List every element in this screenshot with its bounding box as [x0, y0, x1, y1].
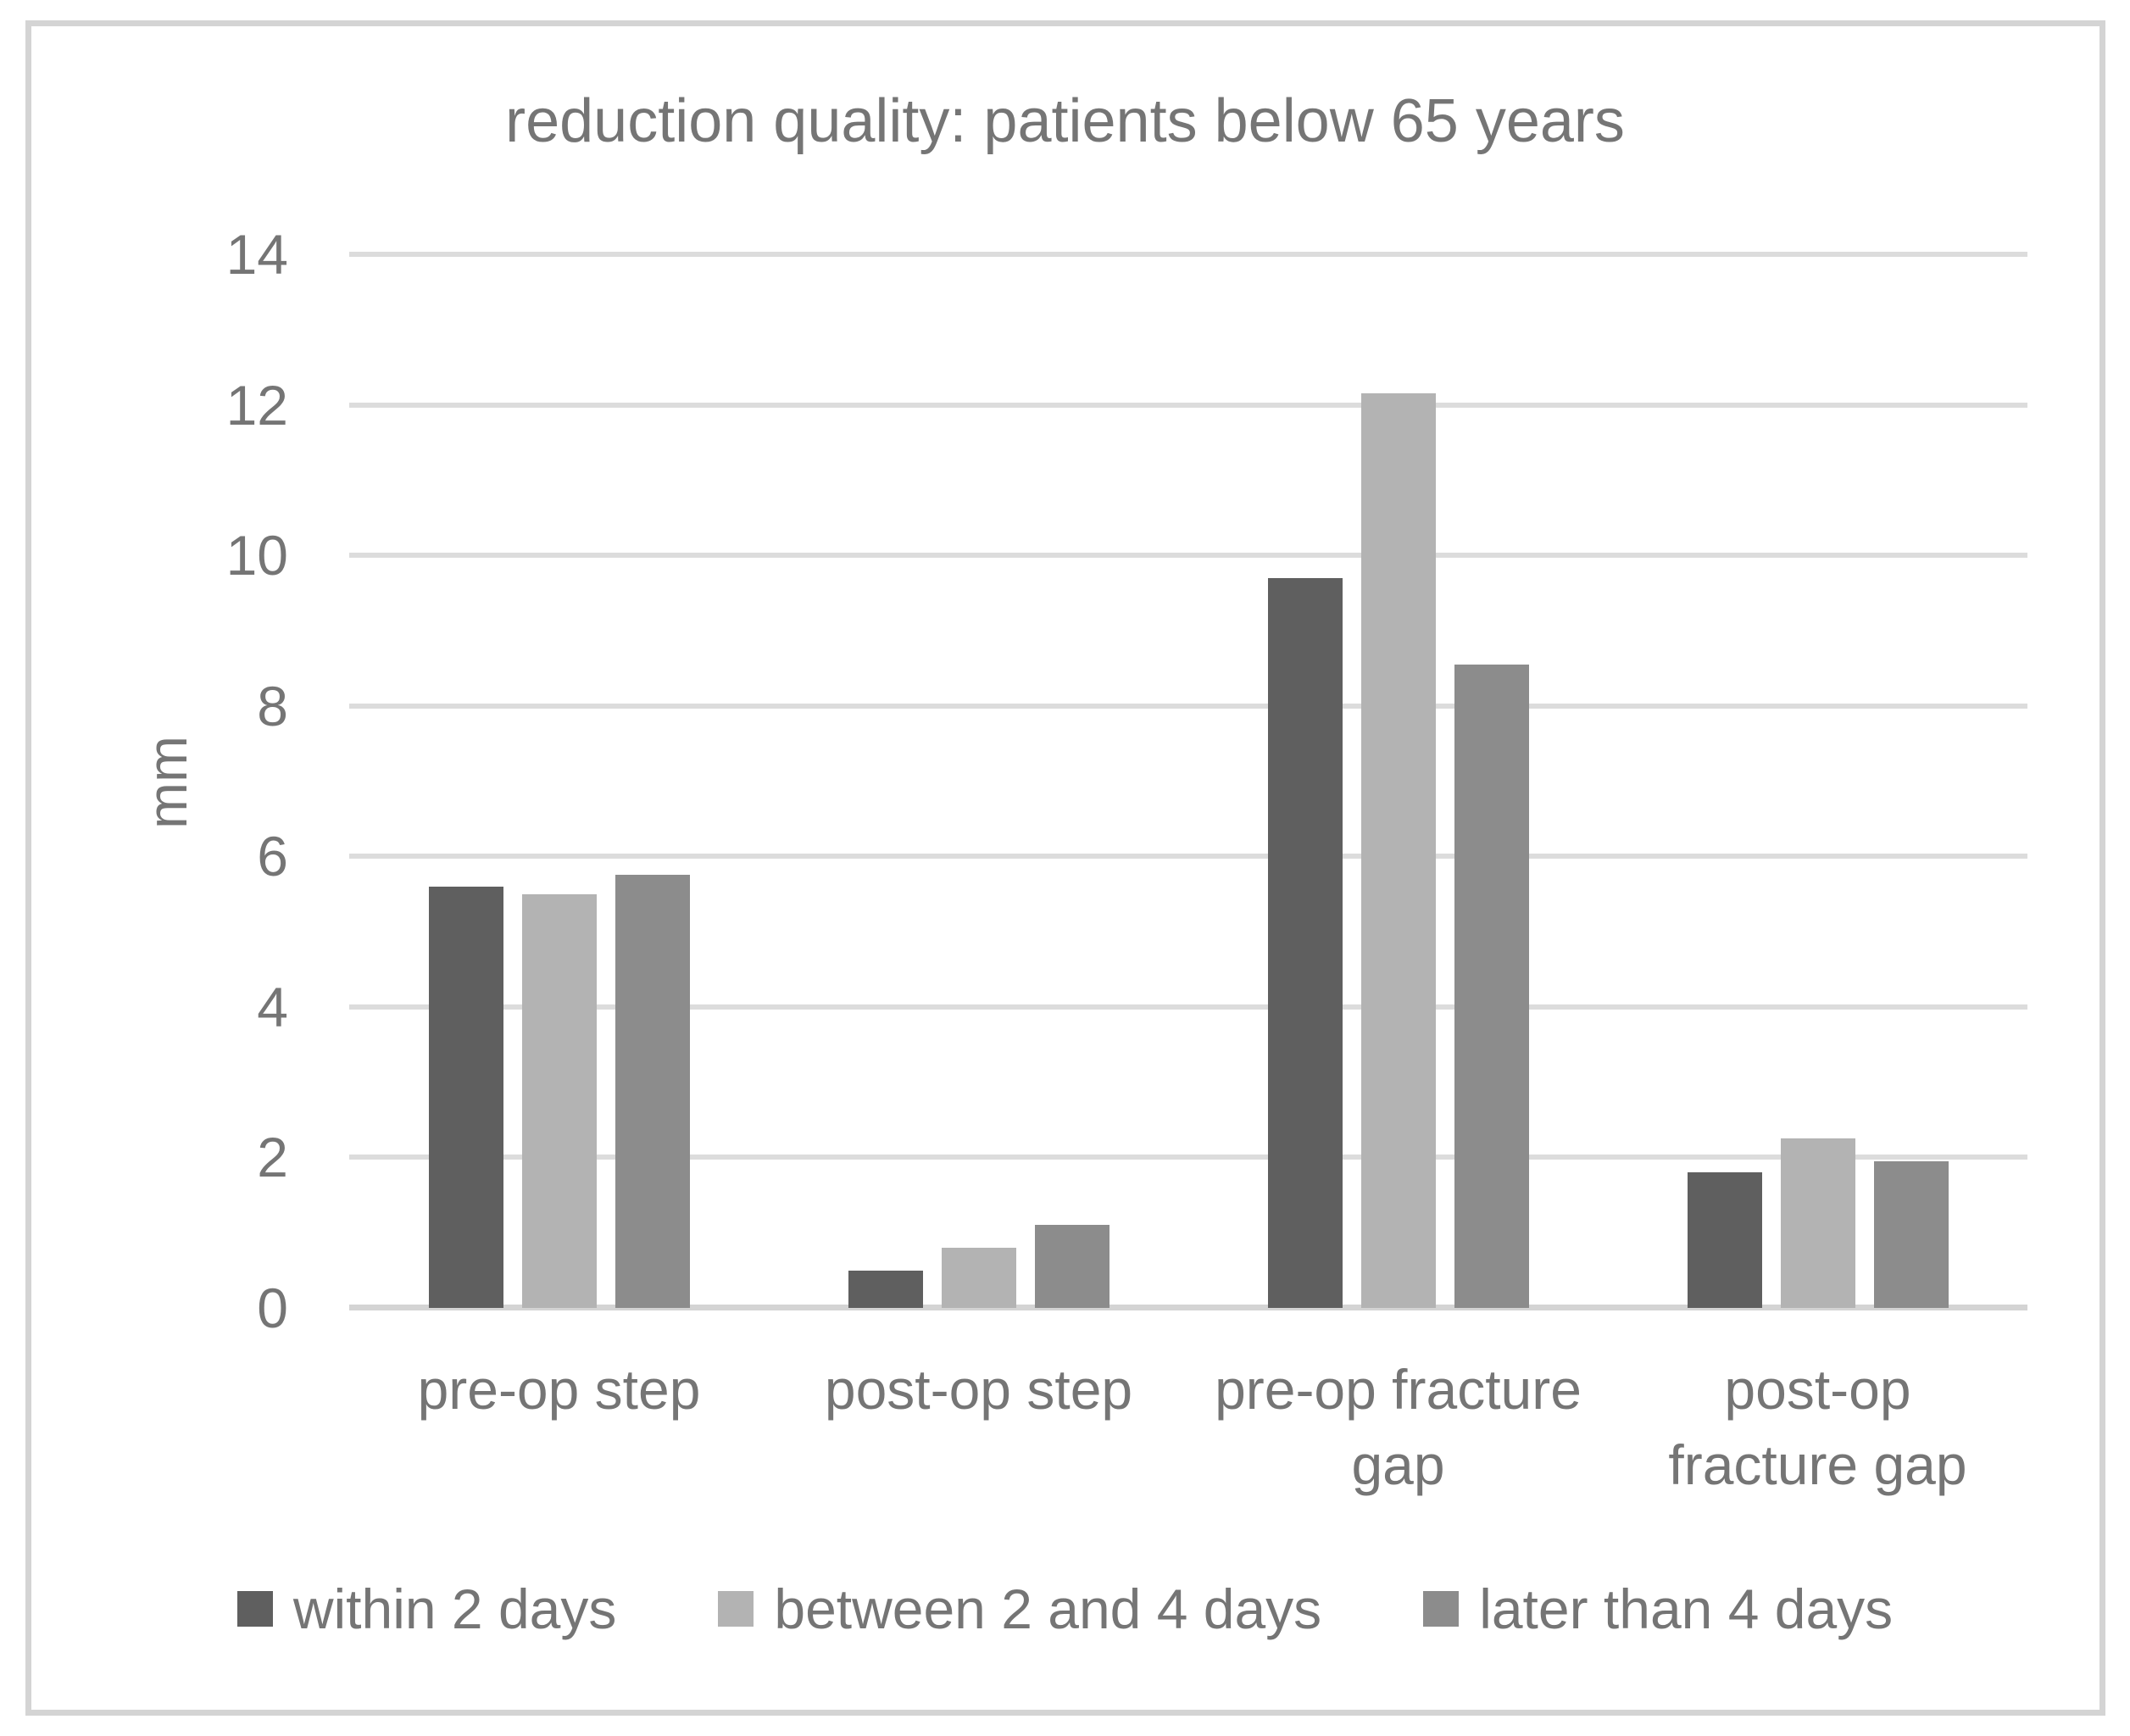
legend-item-within-2-days: within 2 days [236, 1577, 617, 1640]
legend-item-between-2-and-4-days: between 2 and 4 days [718, 1579, 1321, 1639]
legend: within 2 days between 2 and 4 days later t… [0, 1579, 2130, 1639]
chart-title: reduction quality: patients below 65 yea… [505, 87, 1625, 155]
bar-between-2-and-4-days-pre-op-fracture-gap [1360, 393, 1436, 1308]
y-tick-label-10: 10 [225, 524, 288, 587]
bar-within-2-days-post-op-step [848, 1270, 923, 1308]
legend-swatch-icon [718, 1591, 754, 1627]
y-tick-label-2: 2 [257, 1126, 288, 1189]
bar-between-2-and-4-days-post-op-step [941, 1247, 1016, 1308]
y-tick-label-14: 14 [225, 223, 288, 286]
y-axis-tick-labels: 0 2 4 6 8 10 12 14 [0, 225, 288, 1338]
bar-group-pre-op-step [349, 254, 769, 1308]
gridline-4 [349, 1004, 2027, 1010]
bar-later-than-4-days-post-op-fracture-gap [1873, 1160, 1949, 1308]
gridline-14 [349, 252, 2027, 257]
gridline-8 [349, 703, 2027, 709]
chart-border-frame [25, 20, 2105, 1716]
legend-swatch-icon [236, 1591, 273, 1627]
x-label-cell-pre-op-step: pre-op step [349, 1352, 769, 1503]
y-tick-label-6: 6 [257, 825, 288, 888]
bar-later-than-4-days-post-op-step [1034, 1225, 1109, 1308]
x-axis-line [349, 1305, 2027, 1310]
x-category-label: pre-op fracture gap [1215, 1358, 1582, 1496]
bar-between-2-and-4-days-post-op-fracture-gap [1780, 1138, 1855, 1308]
legend-swatch-icon [1423, 1591, 1460, 1627]
bar-group-post-op-step [769, 254, 1188, 1308]
bar-within-2-days-pre-op-step [428, 886, 503, 1308]
y-tick-label-0: 0 [257, 1277, 288, 1339]
y-tick-label-8: 8 [257, 674, 288, 737]
bar-later-than-4-days-pre-op-fracture-gap [1454, 664, 1529, 1308]
bar-group-post-op-fracture-gap [1608, 254, 2027, 1308]
legend-item-later-than-4-days: later than 4 days [1423, 1579, 1893, 1639]
x-category-label: post-op step [824, 1358, 1133, 1421]
legend-label: later than 4 days [1479, 1577, 1894, 1640]
x-category-label: pre-op step [417, 1358, 701, 1421]
legend-label: within 2 days [292, 1577, 617, 1640]
plot-area [349, 252, 2027, 1310]
gridline-12 [349, 402, 2027, 408]
legend-label: between 2 and 4 days [774, 1577, 1322, 1640]
x-label-cell-post-op-fracture-gap: post-op fracture gap [1608, 1352, 2027, 1503]
x-category-label: post-op fracture gap [1668, 1358, 1967, 1496]
y-tick-label-12: 12 [225, 373, 288, 437]
x-label-cell-pre-op-fracture-gap: pre-op fracture gap [1188, 1352, 1608, 1503]
gridline-10 [349, 553, 2027, 559]
x-axis-category-labels: pre-op step post-op step pre-op fracture g… [349, 1352, 2027, 1503]
x-label-cell-post-op-step: post-op step [769, 1352, 1188, 1503]
bar-within-2-days-pre-op-fracture-gap [1267, 577, 1343, 1308]
bar-within-2-days-post-op-fracture-gap [1687, 1172, 1762, 1308]
bar-between-2-and-4-days-pre-op-step [521, 893, 597, 1308]
y-tick-label-4: 4 [257, 975, 288, 1038]
bar-later-than-4-days-pre-op-step [615, 875, 690, 1308]
bar-group-pre-op-fracture-gap [1188, 254, 1608, 1308]
gridline-2 [349, 1155, 2027, 1160]
gridline-6 [349, 854, 2027, 860]
